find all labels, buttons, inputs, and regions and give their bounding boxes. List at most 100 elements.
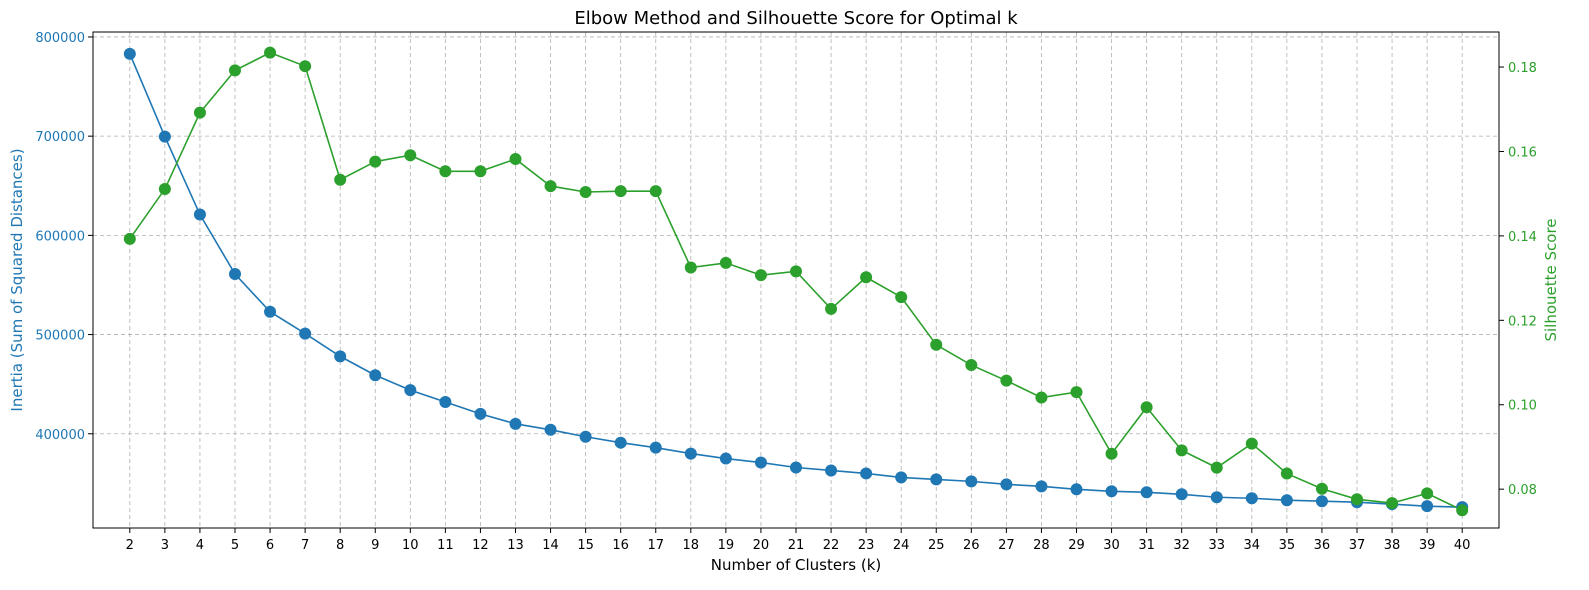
y-tick-label-right: 0.18 xyxy=(1508,61,1537,76)
inertia-point xyxy=(1280,494,1293,507)
silhouette-point xyxy=(1035,391,1048,404)
y-tick-label-right: 0.14 xyxy=(1508,230,1537,245)
inertia-point xyxy=(474,407,487,420)
inertia-point xyxy=(1140,486,1153,499)
inertia-point xyxy=(1175,488,1188,501)
x-tick-label: 23 xyxy=(858,538,875,553)
inertia-point xyxy=(614,436,627,449)
inertia-point xyxy=(1315,495,1328,508)
ticks: 2 3 4 5 6 7 8 9 10 11 12 13 14 15 16 17 18 19 20 21 22 23 24 25… xyxy=(35,31,1537,553)
x-tick-label: 12 xyxy=(472,538,489,553)
silhouette-point xyxy=(719,256,732,269)
x-tick-label: 8 xyxy=(336,538,344,553)
y-tick-label-left: 400000 xyxy=(35,428,85,443)
x-tick-label: 40 xyxy=(1454,538,1471,553)
silhouette-point xyxy=(404,149,417,162)
x-tick-label: 21 xyxy=(788,538,805,553)
x-tick-label: 10 xyxy=(402,538,419,553)
inertia-point xyxy=(930,473,943,486)
inertia-point xyxy=(1070,483,1083,496)
y-axis-title-right: Silhouette Score xyxy=(1542,218,1560,341)
inertia-point xyxy=(299,327,312,340)
silhouette-point xyxy=(1245,437,1258,450)
y-tick-label-left: 700000 xyxy=(35,130,85,145)
silhouette-point xyxy=(614,185,627,198)
x-tick-label: 11 xyxy=(437,538,454,553)
x-tick-label: 28 xyxy=(1033,538,1050,553)
inertia-point xyxy=(193,208,206,221)
y-tick-label-right: 0.08 xyxy=(1508,483,1537,498)
silhouette-point xyxy=(299,60,312,73)
x-tick-label: 39 xyxy=(1419,538,1436,553)
x-tick-label: 2 xyxy=(126,538,134,553)
silhouette-point xyxy=(123,232,136,245)
silhouette-point xyxy=(1140,401,1153,414)
inertia-point xyxy=(509,417,522,430)
x-tick-label: 34 xyxy=(1244,538,1261,553)
silhouette-point xyxy=(790,265,802,278)
x-tick-label: 9 xyxy=(371,538,379,553)
inertia-point xyxy=(684,447,697,460)
silhouette-point xyxy=(1175,444,1188,457)
silhouette-point xyxy=(509,153,522,166)
x-tick-label: 37 xyxy=(1349,538,1366,553)
y-tick-label-right: 0.16 xyxy=(1508,145,1537,160)
x-tick-label: 20 xyxy=(753,538,770,553)
silhouette-point xyxy=(579,185,592,198)
silhouette-point xyxy=(684,261,697,274)
x-tick-label: 38 xyxy=(1384,538,1401,553)
silhouette-point xyxy=(754,269,767,282)
x-tick-label: 19 xyxy=(718,538,735,553)
inertia-point xyxy=(544,423,557,436)
x-tick-label: 3 xyxy=(161,538,169,553)
x-tick-label: 4 xyxy=(196,538,204,553)
x-tick-label: 35 xyxy=(1279,538,1296,553)
inertia-point xyxy=(579,430,592,443)
silhouette-point xyxy=(193,106,206,119)
x-tick-label: 25 xyxy=(928,538,945,553)
inertia-point xyxy=(334,350,347,363)
inertia-point xyxy=(790,461,802,474)
y-tick-label-left: 500000 xyxy=(35,329,85,344)
x-tick-label: 7 xyxy=(301,538,309,553)
silhouette-point xyxy=(825,302,838,315)
silhouette-point xyxy=(860,271,873,284)
y-tick-label-left: 800000 xyxy=(35,31,85,46)
silhouette-point xyxy=(1386,497,1399,510)
inertia-point xyxy=(895,471,908,484)
y-axis-title-left: Inertia (Sum of Squared Distances) xyxy=(8,148,26,411)
x-tick-label: 6 xyxy=(266,538,274,553)
silhouette-point xyxy=(229,64,241,77)
inertia-point xyxy=(649,441,662,454)
y-tick-label-right: 0.10 xyxy=(1508,399,1537,414)
x-tick-label: 14 xyxy=(542,538,559,553)
x-tick-label: 15 xyxy=(577,538,594,553)
x-tick-label: 18 xyxy=(683,538,700,553)
silhouette-point xyxy=(369,155,382,168)
x-tick-label: 17 xyxy=(647,538,664,553)
silhouette-point xyxy=(895,291,908,304)
x-tick-label: 22 xyxy=(823,538,840,553)
x-tick-label: 31 xyxy=(1138,538,1155,553)
x-tick-label: 16 xyxy=(612,538,629,553)
silhouette-point xyxy=(649,185,662,198)
silhouette-point xyxy=(158,183,171,196)
silhouette-point xyxy=(439,165,452,178)
silhouette-point xyxy=(1315,482,1328,495)
inertia-point xyxy=(965,475,978,488)
silhouette-point xyxy=(930,338,943,351)
inertia-point xyxy=(123,47,136,60)
inertia-point xyxy=(719,452,732,465)
inertia-point xyxy=(1035,480,1048,493)
x-tick-label: 5 xyxy=(231,538,239,553)
x-tick-label: 26 xyxy=(963,538,980,553)
inertia-point xyxy=(1245,492,1258,505)
y-tick-label-left: 600000 xyxy=(35,229,85,244)
y-tick-label-right: 0.12 xyxy=(1508,314,1537,329)
silhouette-point xyxy=(334,173,347,186)
silhouette-point xyxy=(1421,487,1434,500)
x-tick-label: 27 xyxy=(998,538,1015,553)
inertia-point xyxy=(158,130,171,143)
x-tick-label: 13 xyxy=(507,538,524,553)
